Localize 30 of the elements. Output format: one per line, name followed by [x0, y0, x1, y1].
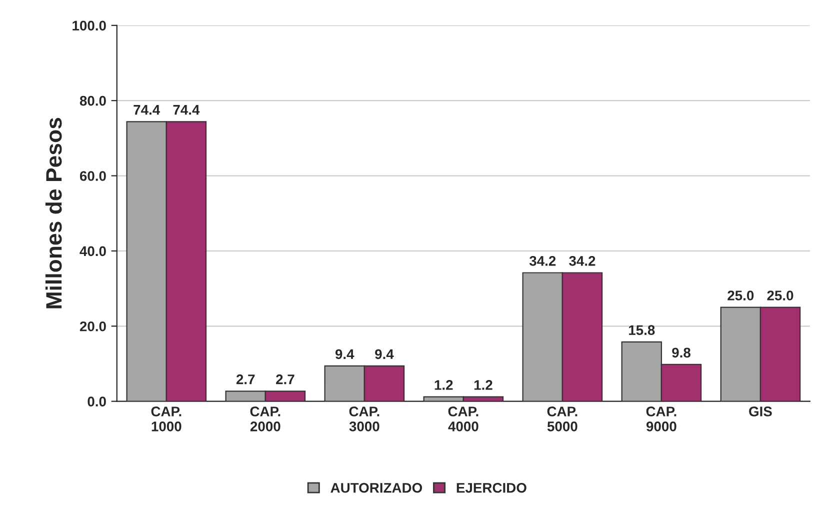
legend-label: EJERCIDO: [456, 482, 526, 493]
y-tick-label: 0.0: [88, 396, 106, 406]
data-label: 34.2: [569, 256, 596, 266]
x-tick-label: CAP. 5000: [547, 406, 578, 432]
data-label: 2.7: [276, 374, 294, 384]
data-label: 1.2: [434, 380, 453, 390]
data-label: 9.8: [672, 348, 690, 358]
data-label: 74.4: [173, 105, 200, 115]
x-tick-label: GIS: [749, 406, 772, 416]
data-label: 9.4: [375, 349, 394, 360]
data-label: 1.2: [474, 380, 492, 390]
data-label: 9.4: [335, 349, 354, 360]
data-label: 74.4: [134, 105, 160, 115]
data-label: 2.7: [236, 374, 255, 384]
x-tick-label: CAP. 4000: [448, 406, 478, 432]
y-tick-label: 80.0: [80, 96, 106, 106]
legend-label: AUTORIZADO: [330, 482, 422, 493]
y-tick-label: 100.0: [72, 20, 106, 31]
data-label: 25.0: [728, 290, 754, 300]
y-tick-label: 20.0: [80, 321, 106, 332]
data-label: 34.2: [529, 256, 556, 266]
x-tick-label: CAP. 3000: [349, 406, 380, 432]
data-label: 25.0: [767, 290, 794, 300]
x-tick-label: CAP. 2000: [250, 406, 280, 432]
x-tick-label: CAP. 1000: [151, 406, 182, 432]
y-tick-label: 40.0: [80, 246, 106, 256]
y-axis-title: Millones de Pesos: [45, 118, 62, 308]
y-tick-label: 60.0: [80, 171, 106, 181]
data-label: 15.8: [629, 325, 655, 336]
x-tick-label: CAP. 9000: [646, 406, 676, 432]
